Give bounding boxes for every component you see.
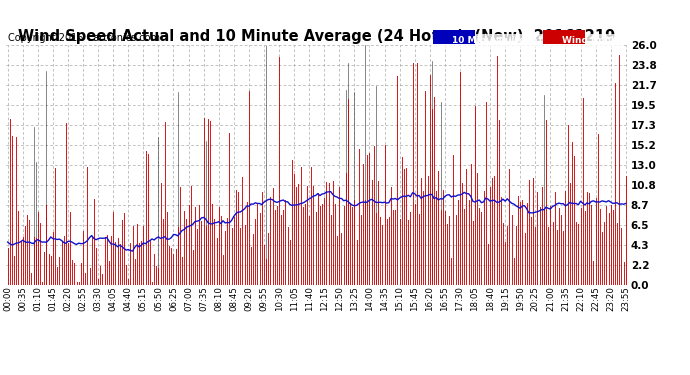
Text: Copyright 2016 Cartronics.com: Copyright 2016 Cartronics.com — [8, 33, 159, 43]
Title: Wind Speed Actual and 10 Minute Average (24 Hours)  (New)  20161219: Wind Speed Actual and 10 Minute Average … — [18, 29, 615, 44]
Legend: 10 Min Avg (mph), Wind (mph): 10 Min Avg (mph), Wind (mph) — [431, 34, 623, 47]
